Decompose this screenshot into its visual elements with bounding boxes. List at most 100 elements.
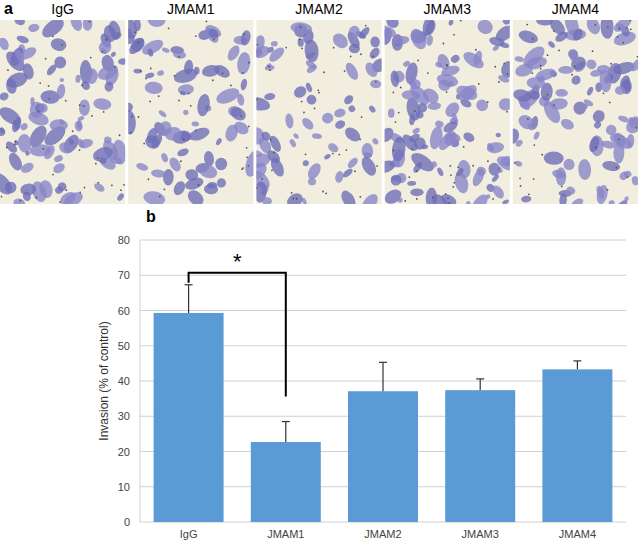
cell xyxy=(13,48,26,64)
pore xyxy=(637,56,638,58)
cell xyxy=(343,61,361,82)
pore xyxy=(195,35,197,37)
pore xyxy=(134,31,136,33)
pore xyxy=(180,160,182,162)
pore xyxy=(487,101,489,103)
pore xyxy=(256,99,257,101)
cell xyxy=(24,150,30,156)
pore xyxy=(158,95,160,97)
pore xyxy=(354,170,356,172)
cell xyxy=(305,63,318,75)
pore xyxy=(393,150,395,152)
cell xyxy=(302,160,309,167)
pore xyxy=(607,189,609,191)
pore xyxy=(145,78,147,80)
cell xyxy=(334,119,347,131)
error-bar xyxy=(379,362,387,391)
pore xyxy=(242,72,244,74)
cell xyxy=(303,39,320,63)
cell xyxy=(388,172,403,187)
pore xyxy=(376,165,378,167)
pore xyxy=(292,198,294,200)
cell xyxy=(437,78,452,93)
cell xyxy=(474,98,490,114)
cell xyxy=(517,28,540,46)
pore xyxy=(72,130,74,132)
pore xyxy=(97,157,99,159)
pore xyxy=(213,39,215,41)
cell xyxy=(516,112,537,132)
cell xyxy=(475,20,495,37)
pore xyxy=(130,132,132,134)
cell xyxy=(42,143,57,161)
cells xyxy=(256,21,381,204)
cells xyxy=(385,20,510,204)
cell xyxy=(240,78,248,91)
pore xyxy=(131,116,133,118)
pore xyxy=(398,112,400,114)
error-stem xyxy=(480,379,481,390)
pore xyxy=(507,73,509,75)
significance-mark: * xyxy=(233,249,242,274)
cell xyxy=(514,160,523,168)
cell xyxy=(58,118,65,125)
pore xyxy=(636,127,638,129)
pore xyxy=(61,44,63,46)
cell xyxy=(486,141,505,154)
cell xyxy=(164,126,183,141)
cell xyxy=(236,93,245,106)
cell xyxy=(0,91,10,101)
pore xyxy=(89,21,91,23)
cell xyxy=(628,117,634,124)
cell xyxy=(79,99,90,116)
pore xyxy=(230,85,232,87)
cell xyxy=(385,20,401,30)
pore xyxy=(616,167,618,169)
y-tick-label: 50 xyxy=(118,340,130,352)
pore xyxy=(514,162,516,164)
cell xyxy=(412,160,424,174)
pore xyxy=(325,193,327,195)
pore xyxy=(168,27,170,29)
y-tick-label: 60 xyxy=(118,305,130,317)
pore xyxy=(595,147,597,149)
cell xyxy=(135,162,149,172)
cell xyxy=(571,27,585,42)
cell xyxy=(587,135,601,153)
pore xyxy=(365,25,367,27)
cell xyxy=(312,133,323,140)
pore xyxy=(271,169,273,171)
cell xyxy=(385,186,404,204)
bar xyxy=(445,390,515,522)
pore xyxy=(416,170,418,172)
image-label: IgG xyxy=(51,1,74,17)
cell xyxy=(408,26,430,51)
cell xyxy=(368,46,382,61)
cell xyxy=(69,20,84,32)
pore xyxy=(246,156,248,158)
cell xyxy=(265,65,275,71)
cell xyxy=(410,188,423,196)
cell xyxy=(570,197,585,204)
image-label: JMAM2 xyxy=(295,1,343,17)
pore xyxy=(149,101,151,103)
cell xyxy=(39,20,67,41)
y-tick-label: 40 xyxy=(118,375,130,387)
cell xyxy=(147,20,166,28)
cell xyxy=(172,66,199,85)
pore xyxy=(602,92,604,94)
cell xyxy=(513,88,533,104)
pore xyxy=(432,196,434,198)
pore xyxy=(558,50,560,52)
cell xyxy=(586,86,595,96)
pore xyxy=(120,189,122,191)
pore xyxy=(268,66,270,68)
cell xyxy=(623,115,638,137)
error-stem xyxy=(577,361,578,369)
significance-bracket xyxy=(189,273,286,397)
pore xyxy=(38,111,40,113)
cell xyxy=(442,129,459,148)
cell xyxy=(215,137,223,146)
cell xyxy=(284,190,305,204)
pore xyxy=(14,144,16,146)
